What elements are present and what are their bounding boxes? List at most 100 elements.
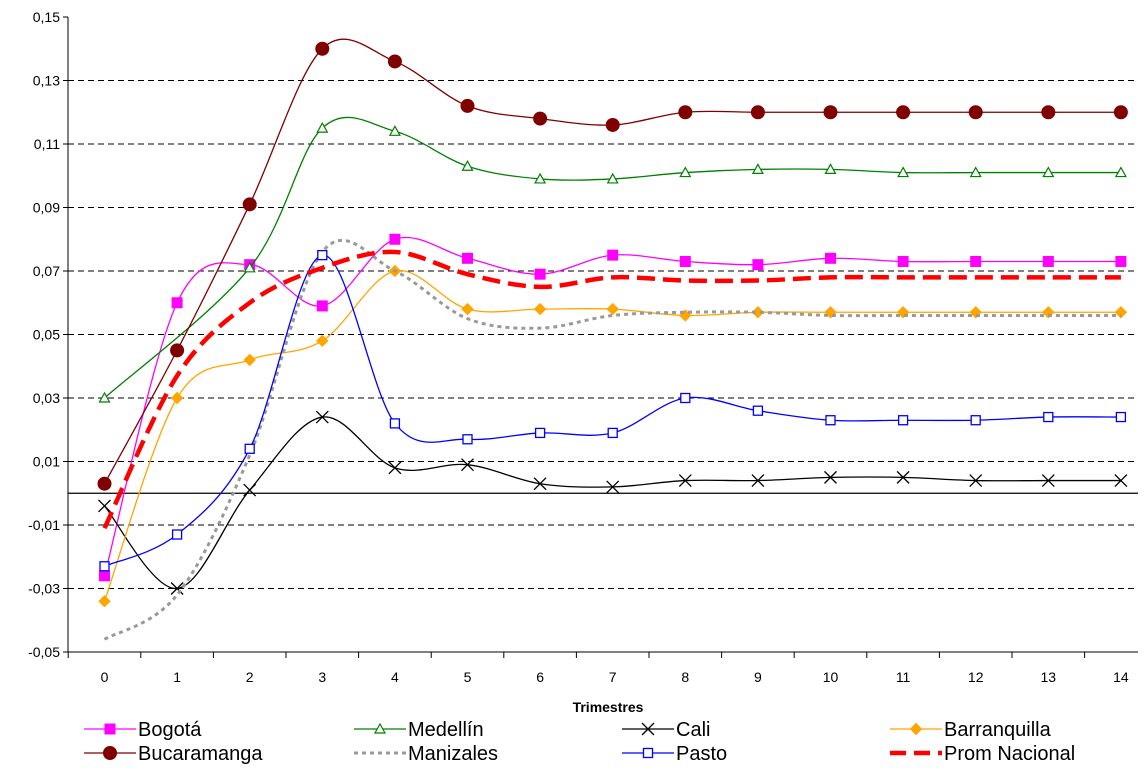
data-point xyxy=(897,166,910,178)
x-axis: 0 1 2 3 4 5 6 7 8 9 10 11 12 13 14 xyxy=(67,492,1138,685)
data-point xyxy=(606,302,619,316)
data-point xyxy=(387,54,402,69)
data-point xyxy=(462,434,473,445)
legend-label: Prom Nacional xyxy=(944,743,1075,765)
y-tick-label: 0,13 xyxy=(33,73,60,89)
x-marker-stroke xyxy=(824,470,837,484)
data-point xyxy=(607,427,618,439)
data-point xyxy=(315,410,329,424)
data-point xyxy=(642,747,654,759)
data-point xyxy=(533,302,547,316)
data-point xyxy=(1115,411,1127,423)
y-tick-label: 0,09 xyxy=(33,200,60,216)
x-marker-stroke xyxy=(533,477,547,491)
legend-label: Bogotá xyxy=(138,719,202,741)
legend-label: Bucaramanga xyxy=(138,743,263,765)
legend-item: Bogotá xyxy=(84,719,202,741)
series-line xyxy=(104,416,1121,590)
y-axis: 0,15 0,13 0,11 0,09 0,07 0,05 0,03 0,01 -0,01 -0,… xyxy=(28,9,69,660)
y-tick-label: -0,05 xyxy=(28,644,60,660)
data-point xyxy=(752,259,764,271)
data-point xyxy=(679,255,691,267)
data-point xyxy=(641,722,655,736)
data-point xyxy=(98,391,111,403)
y-tick-label: 0,07 xyxy=(33,263,60,279)
data-point xyxy=(534,427,546,439)
data-point xyxy=(98,499,111,513)
data-point xyxy=(389,418,401,429)
x-tick-label: 0 xyxy=(101,669,109,685)
x-marker-stroke xyxy=(896,470,910,484)
data-point xyxy=(170,391,184,405)
x-marker-stroke xyxy=(641,722,655,736)
legend-item: Cali xyxy=(622,719,710,741)
x-tick-label: 14 xyxy=(1113,669,1129,685)
data-point xyxy=(606,172,619,184)
data-point xyxy=(909,722,923,736)
series-cali xyxy=(98,410,1128,595)
data-point xyxy=(99,561,110,572)
series-line xyxy=(103,38,1121,485)
data-point xyxy=(825,252,836,264)
series-group xyxy=(97,38,1128,641)
x-tick-label: 10 xyxy=(823,669,839,685)
x-marker-stroke xyxy=(243,483,257,497)
series-pasto xyxy=(99,249,1127,572)
data-point xyxy=(316,121,329,133)
series-line xyxy=(104,254,1121,567)
legend-label: Medellín xyxy=(408,719,484,741)
x-tick-label: 8 xyxy=(681,669,689,685)
data-point xyxy=(823,105,838,120)
data-point xyxy=(533,111,548,126)
data-point xyxy=(461,302,474,316)
data-point xyxy=(606,480,620,494)
data-point xyxy=(1113,105,1128,120)
series-bogotá xyxy=(99,233,1127,582)
data-point xyxy=(1042,166,1055,178)
data-point xyxy=(461,458,474,472)
x-tick-label: 3 xyxy=(318,669,326,685)
data-point xyxy=(243,261,256,273)
series-medellín xyxy=(98,116,1127,403)
data-point xyxy=(752,405,764,416)
data-point xyxy=(678,105,693,120)
data-point xyxy=(534,268,546,280)
data-point xyxy=(98,594,111,608)
x-axis-label: Trimestres xyxy=(573,699,644,715)
data-point xyxy=(104,723,116,735)
data-point xyxy=(607,249,619,261)
legend-label: Cali xyxy=(676,719,710,741)
data-point xyxy=(171,529,183,540)
x-marker-stroke xyxy=(1114,474,1128,488)
data-point xyxy=(388,461,402,475)
data-point xyxy=(99,570,110,582)
data-point xyxy=(373,722,387,734)
data-point xyxy=(243,353,256,367)
x-tick-label: 9 xyxy=(754,669,762,685)
legend-item: Bucaramanga xyxy=(84,743,263,765)
data-point xyxy=(678,474,692,488)
x-marker-stroke xyxy=(678,474,692,488)
series-line xyxy=(102,249,1121,530)
data-point xyxy=(968,105,983,120)
series-line xyxy=(103,236,1121,576)
series-line xyxy=(103,238,1121,641)
data-point xyxy=(316,334,329,348)
data-point xyxy=(751,163,764,174)
y-tick-label: 0,01 xyxy=(33,454,60,470)
data-point xyxy=(97,476,112,491)
data-point xyxy=(751,306,765,319)
data-point xyxy=(970,255,982,267)
y-tick-label: -0,03 xyxy=(28,581,60,597)
series-bucaramanga xyxy=(97,38,1128,491)
data-point xyxy=(751,474,765,488)
data-point xyxy=(103,746,117,760)
y-tick-label: 0,05 xyxy=(33,327,60,343)
data-point xyxy=(1043,411,1054,423)
data-point xyxy=(1041,474,1055,488)
x-tick-label: 6 xyxy=(536,669,544,685)
data-point xyxy=(460,98,475,113)
data-point xyxy=(461,159,474,171)
series-manizales xyxy=(103,238,1121,641)
